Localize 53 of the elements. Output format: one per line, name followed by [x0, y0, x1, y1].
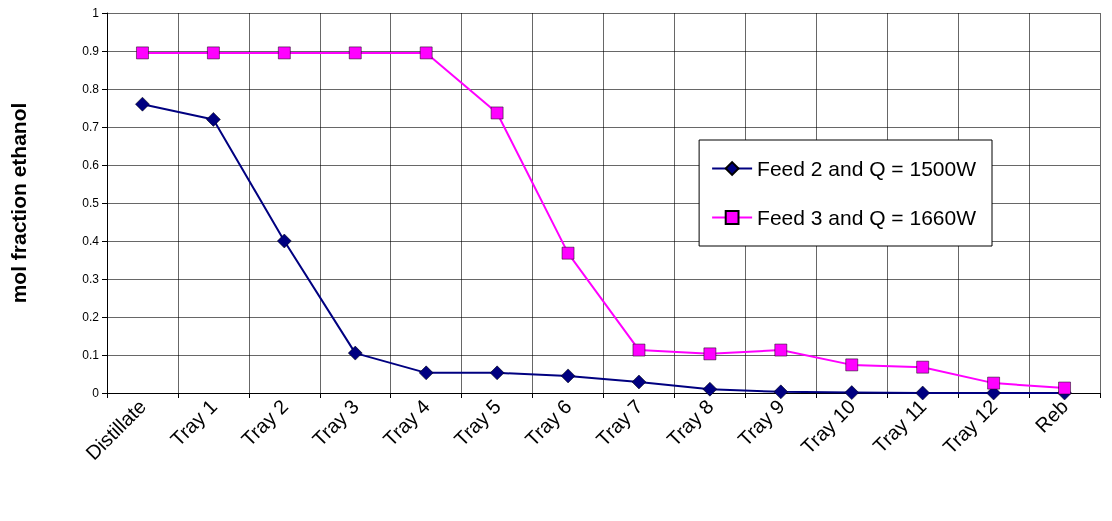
y-tick-label: 0.6: [82, 158, 100, 172]
y-tick-label: 0.5: [82, 196, 100, 210]
x-tick-label: Tray 5: [449, 395, 505, 451]
y-tick-label: 0.4: [82, 234, 100, 248]
point: [987, 376, 1000, 390]
x-tick-label: Tray 11: [868, 395, 931, 458]
point: [702, 381, 718, 397]
point: [136, 46, 149, 60]
point: [632, 343, 646, 357]
point: [277, 233, 292, 249]
point: [278, 46, 291, 60]
y-tick-label: 0: [92, 386, 100, 400]
point: [844, 385, 859, 400]
point: [207, 46, 220, 60]
point: [348, 345, 363, 361]
point: [135, 96, 150, 112]
point: [489, 365, 505, 381]
y-tick-label: 0.9: [82, 44, 100, 58]
x-tick-label: Tray 9: [733, 395, 789, 451]
y-tick-label: 0.8: [82, 82, 100, 96]
point: [916, 360, 929, 374]
x-tick-label: Tray 1: [166, 395, 222, 451]
x-tick-label: Tray 8: [662, 395, 718, 451]
x-tick-label: Tray 6: [520, 395, 576, 451]
x-tick-label: Tray 7: [591, 395, 647, 451]
point: [206, 112, 221, 127]
y-tick-label: 1: [92, 6, 100, 20]
point: [703, 347, 717, 361]
x-tick-label: Tray 10: [796, 395, 860, 459]
point: [349, 46, 362, 60]
point: [631, 374, 647, 390]
y-tick-label: 0.1: [82, 348, 100, 362]
point: [1058, 381, 1071, 395]
point: [561, 246, 575, 260]
point: [419, 46, 433, 60]
x-tick-label: Tray 12: [938, 395, 1002, 459]
x-tick-label: Reb: [1030, 395, 1073, 437]
point: [915, 385, 930, 401]
legend-label: Feed 3 and Q = 1660W: [757, 206, 977, 229]
x-tick-label: Tray 2: [237, 395, 293, 451]
point: [774, 343, 788, 357]
point: [490, 106, 504, 120]
x-tick-label: Tray 3: [307, 395, 364, 451]
y-tick-label: 0.2: [82, 310, 100, 324]
point: [845, 358, 858, 372]
point: [418, 365, 434, 381]
x-tick-label: Tray 4: [378, 395, 434, 451]
y-tick-label: 0.7: [82, 120, 100, 134]
point: [773, 384, 789, 400]
y-tick-label: 0.3: [82, 272, 100, 286]
point: [560, 368, 576, 384]
legend-label: Feed 2 and Q = 1500W: [757, 157, 977, 180]
y-axis-title: mol fraction ethanol: [7, 102, 30, 304]
